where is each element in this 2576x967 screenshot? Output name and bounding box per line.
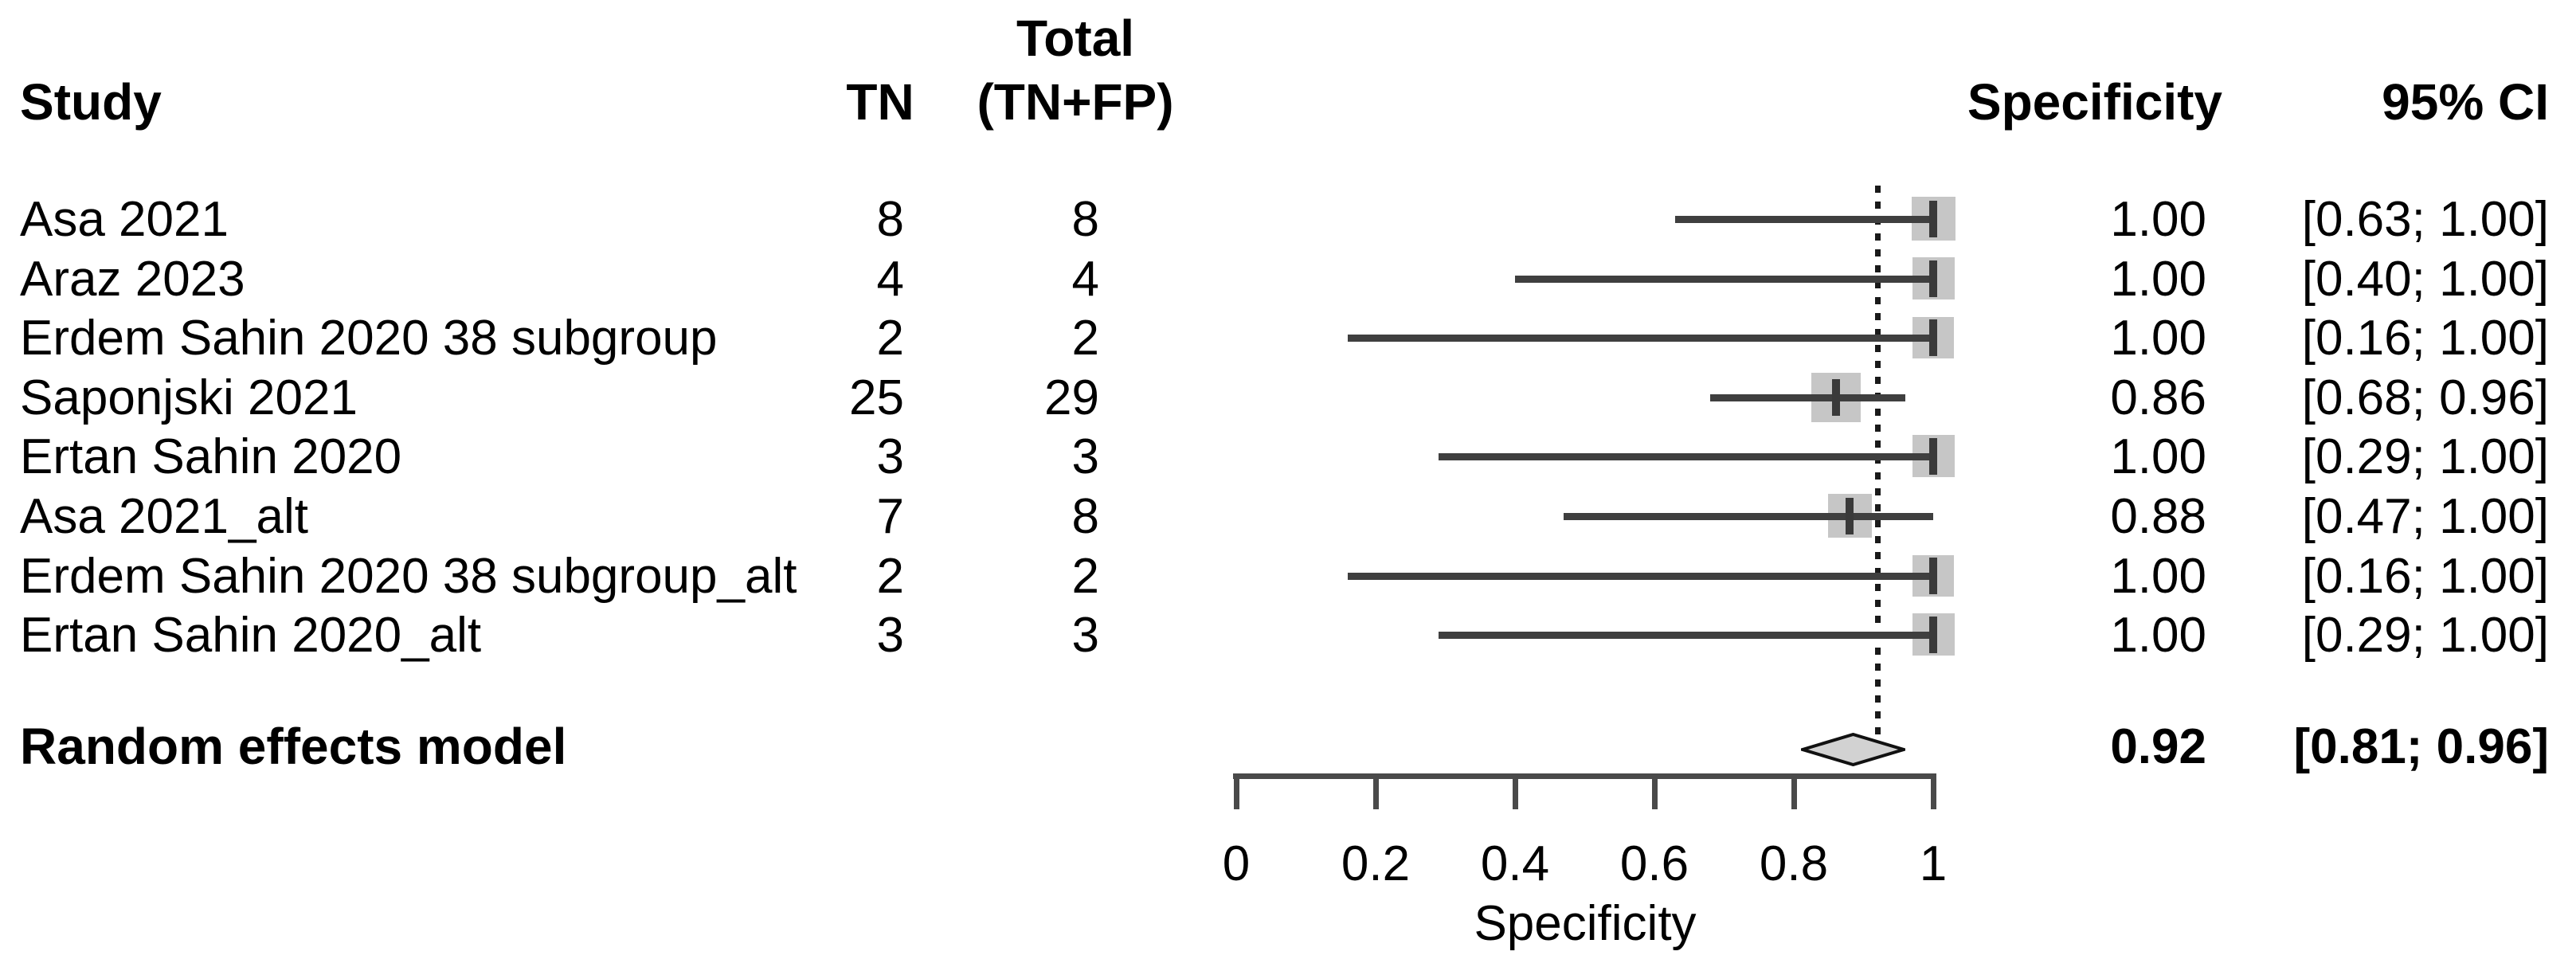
x-axis-line bbox=[1233, 773, 1936, 779]
estimate-tick bbox=[1929, 617, 1937, 653]
total-value: 8 bbox=[1071, 192, 1099, 247]
estimate-tick bbox=[1929, 558, 1937, 594]
specificity-value: 1.00 bbox=[2110, 429, 2206, 484]
study-label: Araz 2023 bbox=[20, 252, 245, 307]
estimate-tick bbox=[1832, 379, 1840, 416]
x-tick-label: 0.8 bbox=[1759, 836, 1829, 891]
ci-value: [0.29; 1.00] bbox=[2301, 429, 2549, 484]
estimate-tick bbox=[1846, 498, 1854, 534]
ci-value: [0.16; 1.00] bbox=[2301, 311, 2549, 366]
x-axis-tick bbox=[1652, 773, 1658, 809]
specificity-value: 1.00 bbox=[2110, 311, 2206, 366]
estimate-tick bbox=[1929, 319, 1937, 356]
x-tick-label: 0.4 bbox=[1480, 836, 1550, 891]
column-header-total-line2: (TN+FP) bbox=[977, 73, 1174, 131]
x-tick-label: 0.2 bbox=[1341, 836, 1411, 891]
pooled-diamond bbox=[1797, 732, 1909, 767]
specificity-value: 0.86 bbox=[2110, 370, 2206, 425]
tn-value: 8 bbox=[876, 192, 904, 247]
ci-line bbox=[1348, 335, 1933, 342]
column-header-total-line1: Total bbox=[1016, 10, 1135, 67]
study-label: Asa 2021 bbox=[20, 192, 229, 247]
x-tick-label: 1 bbox=[1919, 836, 1948, 891]
tn-value: 2 bbox=[876, 549, 904, 604]
ci-value: [0.63; 1.00] bbox=[2301, 192, 2549, 247]
total-value: 4 bbox=[1071, 252, 1099, 307]
total-value: 8 bbox=[1071, 489, 1099, 544]
tn-value: 4 bbox=[876, 252, 904, 307]
tn-value: 3 bbox=[876, 429, 904, 484]
tn-value: 3 bbox=[876, 608, 904, 663]
total-value: 3 bbox=[1071, 429, 1099, 484]
tn-value: 7 bbox=[876, 489, 904, 544]
column-header-study: Study bbox=[20, 73, 162, 131]
total-value: 3 bbox=[1071, 608, 1099, 663]
ci-line bbox=[1675, 216, 1933, 223]
reference-line bbox=[1875, 186, 1881, 737]
ci-value: [0.29; 1.00] bbox=[2301, 608, 2549, 663]
study-label: Asa 2021_alt bbox=[20, 489, 308, 544]
ci-line bbox=[1439, 453, 1933, 460]
ci-line bbox=[1348, 573, 1933, 580]
x-axis-tick bbox=[1931, 773, 1936, 809]
summary-specificity-value: 0.92 bbox=[2110, 719, 2206, 774]
specificity-value: 1.00 bbox=[2110, 192, 2206, 247]
column-header-ci: 95% CI bbox=[2382, 73, 2549, 131]
total-value: 29 bbox=[1044, 370, 1099, 425]
ci-value: [0.68; 0.96] bbox=[2301, 370, 2549, 425]
x-axis-tick bbox=[1791, 773, 1797, 809]
study-label: Ertan Sahin 2020_alt bbox=[20, 608, 482, 663]
column-header-tn: TN bbox=[846, 73, 914, 131]
summary-row-label: Random effects model bbox=[20, 718, 567, 775]
x-tick-label: 0.6 bbox=[1619, 836, 1689, 891]
x-tick-label: 0 bbox=[1222, 836, 1251, 891]
ci-line bbox=[1439, 632, 1933, 639]
estimate-tick bbox=[1929, 260, 1937, 297]
total-value: 2 bbox=[1071, 549, 1099, 604]
specificity-value: 0.88 bbox=[2110, 489, 2206, 544]
ci-line bbox=[1710, 394, 1905, 401]
specificity-value: 1.00 bbox=[2110, 608, 2206, 663]
study-label: Saponjski 2021 bbox=[20, 370, 358, 425]
summary-ci-value: [0.81; 0.96] bbox=[2293, 719, 2549, 774]
study-label: Erdem Sahin 2020 38 subgroup bbox=[20, 311, 718, 366]
estimate-tick bbox=[1929, 438, 1937, 475]
study-label: Ertan Sahin 2020 bbox=[20, 429, 402, 484]
x-axis-tick bbox=[1234, 773, 1239, 809]
tn-value: 25 bbox=[849, 370, 904, 425]
ci-value: [0.16; 1.00] bbox=[2301, 549, 2549, 604]
x-axis-label: Specificity bbox=[1474, 896, 1697, 951]
x-axis-tick bbox=[1513, 773, 1518, 809]
estimate-tick bbox=[1929, 201, 1937, 237]
ci-value: [0.47; 1.00] bbox=[2301, 489, 2549, 544]
specificity-value: 1.00 bbox=[2110, 549, 2206, 604]
column-header-specificity: Specificity bbox=[1967, 73, 2222, 131]
specificity-value: 1.00 bbox=[2110, 252, 2206, 307]
ci-line bbox=[1515, 276, 1933, 283]
tn-value: 2 bbox=[876, 311, 904, 366]
total-value: 2 bbox=[1071, 311, 1099, 366]
ci-value: [0.40; 1.00] bbox=[2301, 252, 2549, 307]
x-axis-tick bbox=[1373, 773, 1379, 809]
study-label: Erdem Sahin 2020 38 subgroup_alt bbox=[20, 549, 797, 604]
ci-line bbox=[1564, 513, 1933, 520]
